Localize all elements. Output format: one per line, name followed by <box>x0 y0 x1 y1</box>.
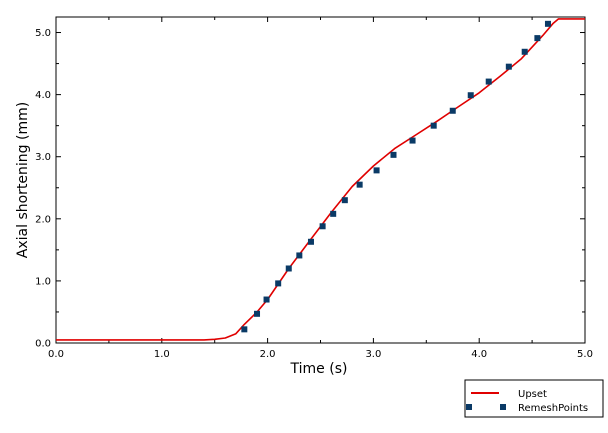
remesh-point-marker <box>254 310 261 317</box>
remesh-point-marker <box>285 265 292 272</box>
x-tick-label: 0.0 <box>48 349 64 360</box>
remesh-point-marker <box>485 78 492 85</box>
remesh-point-marker <box>319 223 326 230</box>
remesh-point-marker <box>467 92 474 99</box>
x-tick-label: 2.0 <box>260 349 276 360</box>
y-tick-label: 1.0 <box>35 276 51 287</box>
y-tick-label: 2.0 <box>35 214 51 225</box>
remesh-point-marker <box>544 20 551 27</box>
legend: Upset RemeshPoints <box>464 379 604 418</box>
plot-area <box>55 16 586 344</box>
y-axis-ticks: 0.0 1.0 2.0 3.0 4.0 5.0 <box>35 28 585 350</box>
remesh-point-marker <box>275 280 282 287</box>
x-axis-title: Time (s) <box>290 361 348 377</box>
remesh-point-marker <box>373 167 380 174</box>
y-tick-label: 3.0 <box>35 152 51 163</box>
x-axis-ticks: 0.0 1.0 2.0 3.0 4.0 5.0 <box>48 17 593 360</box>
remesh-point-marker <box>521 48 528 55</box>
legend-label-upset: Upset <box>518 389 547 400</box>
remesh-point-marker <box>505 63 512 70</box>
x-tick-label: 5.0 <box>577 349 593 360</box>
x-tick-label: 3.0 <box>365 349 381 360</box>
remesh-point-marker <box>263 296 270 303</box>
remesh-point-marker <box>356 181 363 188</box>
remesh-point-marker <box>241 326 248 333</box>
remesh-point-marker <box>390 151 397 158</box>
remesh-point-marker <box>449 107 456 114</box>
y-tick-label: 5.0 <box>35 28 51 39</box>
series-layer <box>56 18 585 341</box>
y-axis-title: Axial shortening (mm) <box>15 102 31 258</box>
remesh-point-marker <box>330 210 337 217</box>
y-tick-label: 0.0 <box>35 339 51 350</box>
x-tick-label: 1.0 <box>154 349 170 360</box>
remesh-point-marker <box>341 197 348 204</box>
legend-label-remeshpoints: RemeshPoints <box>518 403 588 414</box>
legend-marker-swatch-right <box>500 404 506 410</box>
legend-box <box>464 379 604 418</box>
x-tick-label: 4.0 <box>471 349 487 360</box>
remesh-point-marker <box>409 137 416 144</box>
legend-marker-swatch-left <box>466 404 472 410</box>
remesh-point-marker <box>430 122 437 129</box>
y-tick-label: 4.0 <box>35 90 51 101</box>
remesh-point-marker <box>307 238 314 245</box>
remesh-point-marker <box>534 35 541 42</box>
remesh-point-marker <box>296 252 303 259</box>
